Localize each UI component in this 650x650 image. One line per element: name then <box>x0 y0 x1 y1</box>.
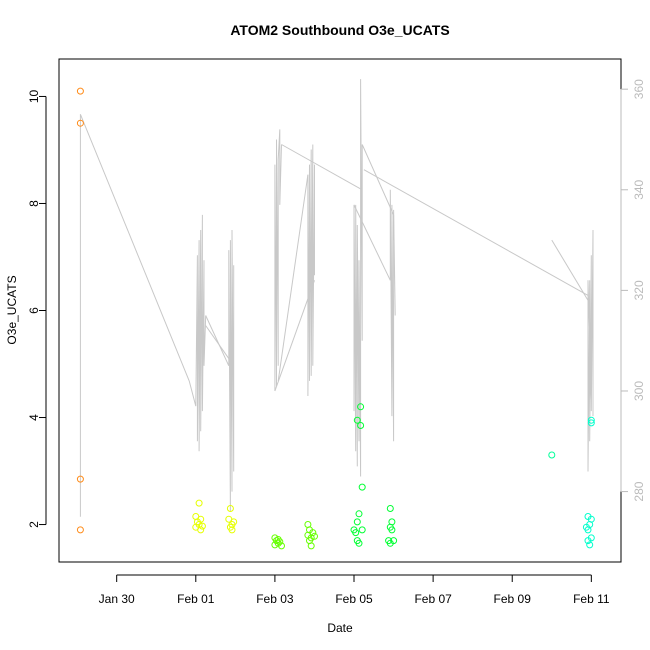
series-line-segment <box>363 169 589 296</box>
data-point <box>587 416 595 424</box>
data-point <box>271 541 279 549</box>
series-line-segment <box>389 189 396 442</box>
series-line-segment <box>205 229 235 512</box>
series-line-segment <box>188 214 207 452</box>
data-point <box>195 499 203 507</box>
y2-tick-label: 300 <box>632 381 646 401</box>
x-tick-label: Feb 03 <box>256 592 294 606</box>
data-point <box>192 513 200 520</box>
data-point <box>386 505 394 512</box>
data-point <box>76 526 84 534</box>
data-point <box>197 526 205 534</box>
data-point <box>309 529 317 537</box>
series-line-layer <box>79 79 594 517</box>
series-line-segment <box>281 144 363 191</box>
data-point <box>355 539 363 547</box>
data-point <box>274 536 282 543</box>
data-point <box>390 537 398 545</box>
y-axis-label: O3e_UCATS <box>5 275 19 344</box>
data-point <box>352 529 360 537</box>
data-point <box>587 419 595 427</box>
series-line-segment <box>353 204 391 281</box>
y-tick-label: 8 <box>27 200 41 207</box>
data-point <box>357 403 365 411</box>
series-point-layer <box>76 87 595 550</box>
y2-tick-label: 340 <box>632 179 646 199</box>
data-point <box>276 538 284 546</box>
data-point <box>353 518 361 526</box>
data-point <box>311 532 318 540</box>
x-tick-label: Feb 07 <box>414 592 452 606</box>
y-tick-label: 4 <box>27 414 41 421</box>
y-axis-left: 2 4 6 8 10 <box>27 89 47 528</box>
data-point <box>355 510 363 518</box>
data-point <box>353 416 361 424</box>
data-point <box>278 542 285 550</box>
y-axis-right: 280 300 320 340 360 <box>620 79 646 502</box>
x-tick-label: Feb 01 <box>177 592 215 606</box>
y-tick-label: 10 <box>27 89 41 103</box>
data-point <box>358 526 366 534</box>
series-line-segment <box>307 144 315 397</box>
data-point <box>584 537 592 545</box>
x-tick-label: Feb 09 <box>494 592 532 606</box>
x-tick-label: Jan 30 <box>99 592 135 606</box>
data-point <box>548 451 556 459</box>
data-point <box>388 526 396 534</box>
y-tick-label: 2 <box>27 521 41 528</box>
series-line-segment <box>277 174 309 381</box>
y-tick-label: 6 <box>27 307 41 314</box>
data-point <box>76 119 84 127</box>
data-point <box>307 542 315 550</box>
data-point <box>230 518 238 526</box>
data-point <box>586 541 594 549</box>
data-point <box>357 422 365 429</box>
x-axis-label: Date <box>327 621 353 635</box>
x-tick-label: Feb 05 <box>335 592 373 606</box>
data-point <box>198 522 206 530</box>
y2-tick-label: 320 <box>632 280 646 300</box>
y2-tick-label: 360 <box>632 79 646 99</box>
x-axis: Jan 30 Feb 01 Feb 03 Feb 05 Feb 07 Feb 09 Feb … <box>99 574 610 606</box>
data-point <box>584 526 592 534</box>
series-line-segment <box>274 280 315 392</box>
data-point <box>358 483 366 491</box>
y2-tick-label: 280 <box>632 481 646 501</box>
x-tick-label: Feb 11 <box>573 592 610 606</box>
series-line-segment <box>551 239 589 301</box>
series-line-segment <box>205 325 231 362</box>
data-point <box>226 505 234 512</box>
data-point <box>228 526 236 534</box>
series-line-segment <box>79 114 190 517</box>
series-line-segment <box>353 79 363 477</box>
series-line-segment <box>587 229 594 472</box>
data-point <box>76 475 84 483</box>
chart-title: ATOM2 Southbound O3e_UCATS <box>230 22 449 38</box>
data-point <box>76 87 84 95</box>
series-line-segment <box>274 129 282 391</box>
